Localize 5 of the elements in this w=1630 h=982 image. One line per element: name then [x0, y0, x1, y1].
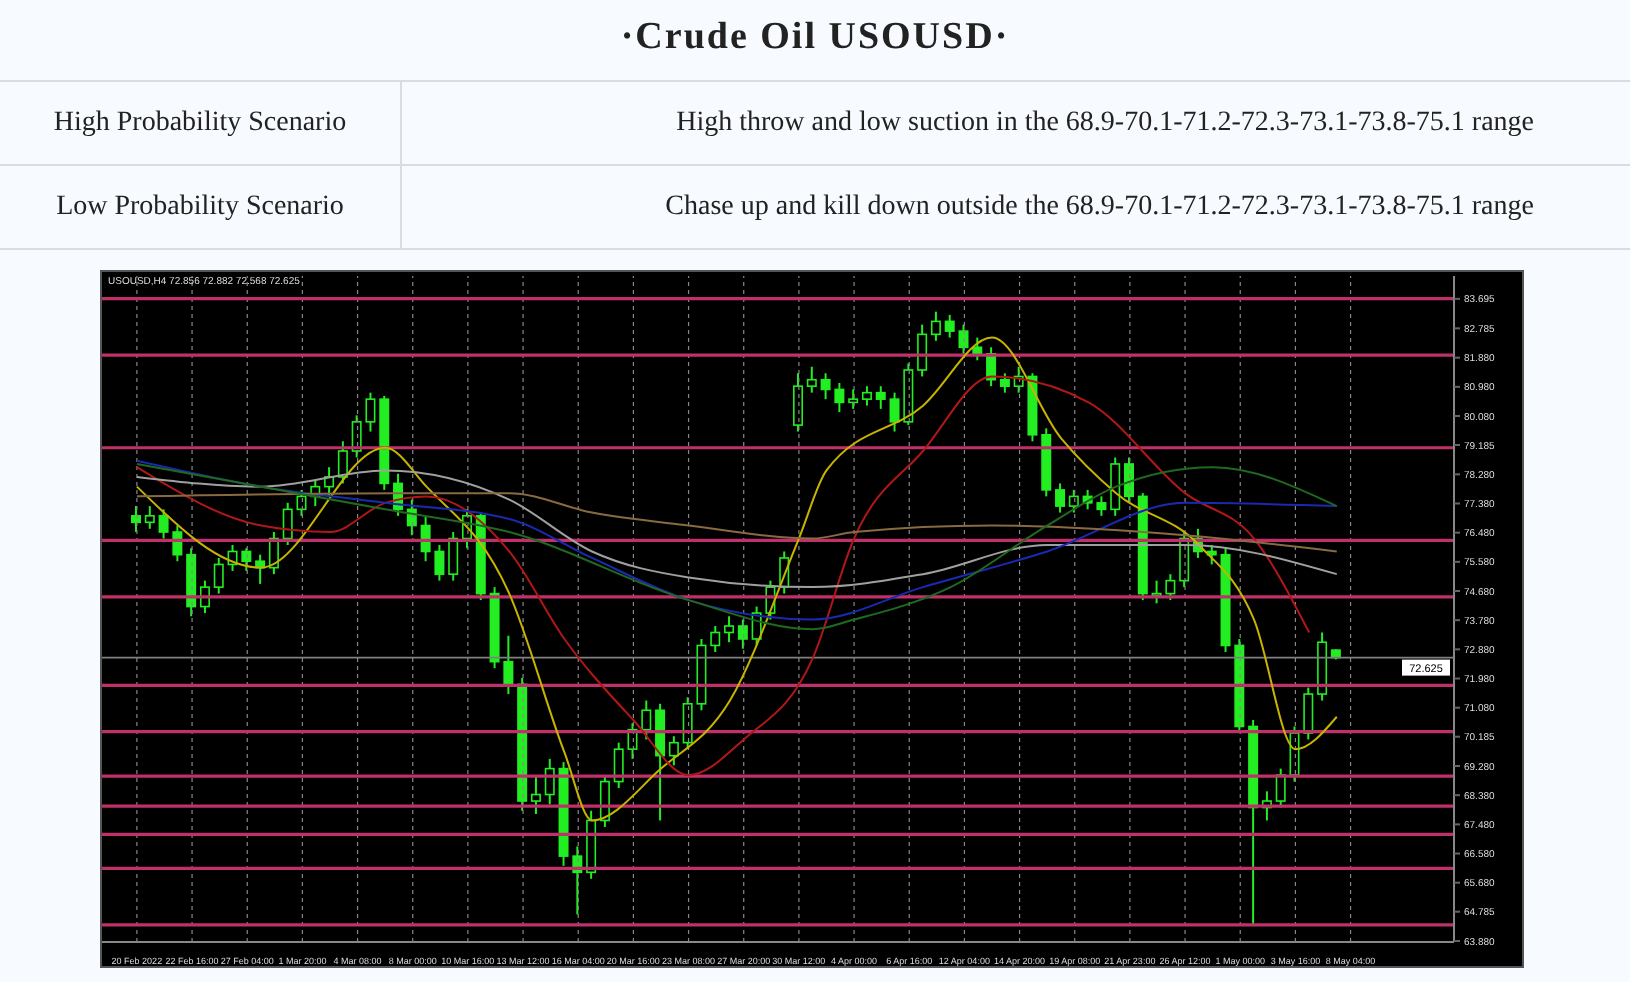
text: High Probability Scenario: [0, 82, 402, 164]
text: High throw and low suction in the 68.9-70.1-71.2-72.3-73.1-73.8-75.1 range: [674, 107, 1536, 139]
chart-title: ·Crude Oil USOUSD·: [618, 16, 1012, 60]
text: Low Probability Scenario: [0, 166, 402, 248]
text: Chase up and kill down outside the 68.9-70.1-71.2-72.3-73.1-73.8-75.1 range: [663, 191, 1536, 223]
